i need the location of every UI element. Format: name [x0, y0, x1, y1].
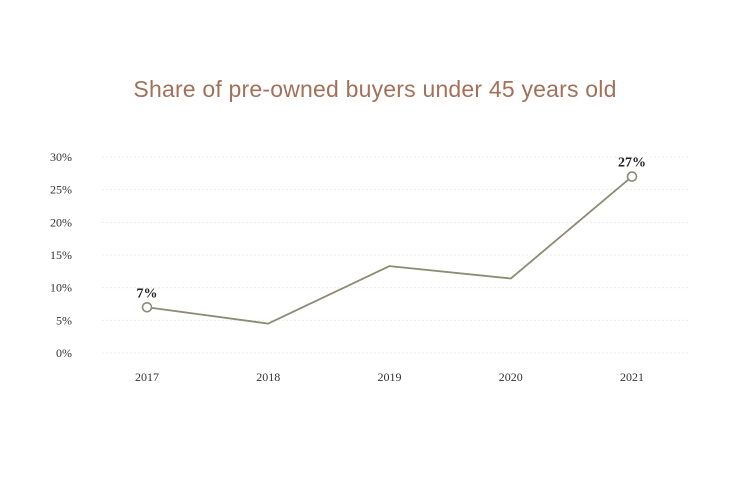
x-tick-label: 2018 [256, 370, 280, 384]
y-tick-label: 15% [50, 248, 72, 262]
series-group [141, 171, 638, 325]
x-tick-label: 2021 [620, 370, 644, 384]
y-tick-label: 20% [50, 215, 72, 229]
y-tick-label: 25% [50, 183, 72, 197]
gridlines [102, 156, 688, 354]
data-point-marker [141, 301, 153, 313]
x-tick-label: 2020 [499, 370, 523, 384]
data-labels: 7% 27% [137, 156, 647, 302]
y-axis-ticks: 0% 5% 10% 15% 20% 25% 30% [50, 150, 72, 360]
y-tick-label: 30% [50, 150, 72, 164]
data-label: 27% [618, 156, 646, 171]
chart-title: Share of pre-owned buyers under 45 years… [133, 76, 617, 102]
series-line [146, 175, 633, 325]
x-axis-ticks: 2017 2018 2019 2020 2021 [135, 370, 644, 384]
y-tick-label: 5% [56, 313, 72, 327]
y-tick-label: 0% [56, 346, 72, 360]
data-label: 7% [137, 286, 158, 301]
x-tick-label: 2017 [135, 370, 159, 384]
x-tick-label: 2019 [378, 370, 402, 384]
data-point-marker [626, 171, 638, 182]
y-tick-label: 10% [50, 281, 72, 295]
